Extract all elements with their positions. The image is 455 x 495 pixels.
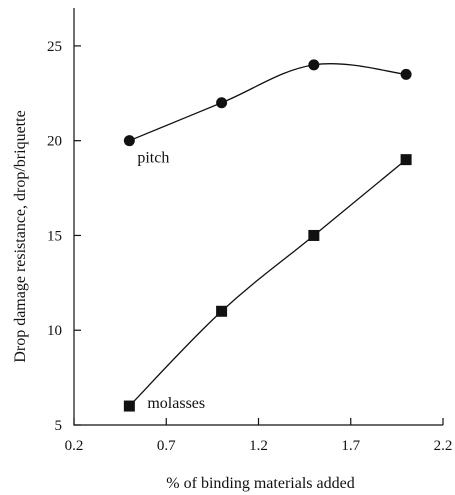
series-pitch: pitch <box>123 59 412 167</box>
x-tick-label: 2.2 <box>434 438 453 454</box>
y-tick-label: 20 <box>47 134 62 150</box>
y-axis-ticks: 5 10 15 20 25 <box>47 39 81 434</box>
series-label-molasses: molasses <box>147 395 205 412</box>
x-axis-label: % of binding materials added <box>166 475 354 492</box>
data-point-pitch <box>123 135 135 147</box>
data-point-molasses <box>123 400 135 412</box>
data-point-molasses <box>400 154 412 166</box>
y-tick-label: 5 <box>55 418 63 434</box>
data-point-molasses <box>308 229 320 241</box>
y-tick-label: 15 <box>47 228 62 244</box>
x-tick-label: 0.7 <box>157 438 176 454</box>
y-tick-label: 10 <box>47 323 62 339</box>
series-molasses: molasses <box>123 154 412 412</box>
data-point-pitch <box>308 59 320 71</box>
series-label-pitch: pitch <box>137 150 169 167</box>
data-point-pitch <box>400 68 412 80</box>
plot-area: 0.2 0.7 1.2 1.7 2.2 5 10 15 20 25 pitch molasses <box>47 8 452 454</box>
series-line-molasses <box>128 159 407 407</box>
y-axis-label: Drop damage resistance, drop/briquette <box>12 110 29 362</box>
data-point-molasses <box>216 305 228 317</box>
x-tick-label: 1.2 <box>249 438 268 454</box>
x-tick-label: 1.7 <box>341 438 360 454</box>
x-axis-ticks: 0.2 0.7 1.2 1.7 2.2 <box>65 418 453 454</box>
series-layer: pitch molasses <box>123 59 412 412</box>
x-tick-label: 0.2 <box>65 438 84 454</box>
series-line-pitch <box>129 63 407 142</box>
y-tick-label: 25 <box>47 39 62 55</box>
data-point-pitch <box>216 97 228 109</box>
